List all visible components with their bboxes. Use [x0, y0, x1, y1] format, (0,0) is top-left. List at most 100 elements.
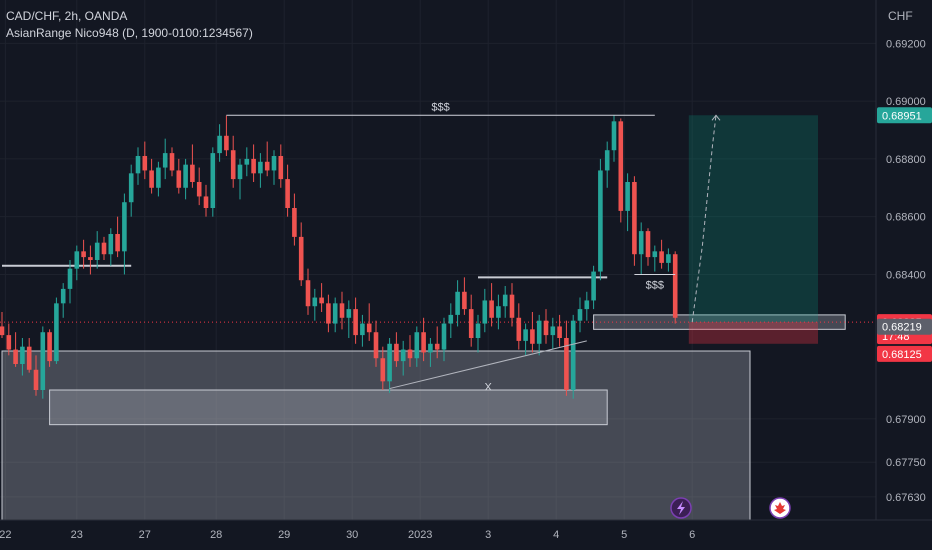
candle-body [489, 300, 494, 318]
candle-body [604, 150, 610, 171]
time-axis[interactable]: 22 23 27 28 29 30 2023 3 4 5 6 [0, 529, 695, 541]
candle-body [60, 288, 66, 304]
candle-body [128, 173, 134, 203]
candle-body [108, 234, 114, 255]
price-label-box [877, 318, 932, 335]
candle-body [251, 158, 256, 174]
time-tick-label: 3 [485, 529, 491, 541]
candle-body [366, 323, 372, 333]
candle-body [462, 291, 467, 310]
candle-body [319, 297, 324, 304]
candle-body [169, 153, 175, 171]
price-label-box [877, 107, 932, 124]
candle-body [666, 254, 671, 263]
candle-body [67, 268, 73, 289]
candle-body [54, 303, 59, 362]
candle-body [190, 164, 195, 182]
candle-body [652, 251, 658, 258]
candle-body [278, 156, 284, 180]
time-tick-label: 22 [0, 529, 12, 541]
price-tick-label: 0.67750 [886, 457, 926, 469]
liquidity-label-low: $$$ [646, 279, 664, 291]
candle-body [353, 309, 358, 336]
candle-body [360, 323, 365, 336]
candle-body [380, 358, 386, 382]
candle-body [496, 306, 501, 318]
price-tick-label: 0.67630 [886, 492, 926, 504]
canada-flag-icon[interactable] [769, 497, 791, 519]
candle-body [217, 135, 222, 154]
candle-body [176, 170, 182, 188]
candle-body [149, 170, 154, 188]
candle-body [428, 343, 433, 353]
chart-legend: CAD/CHF, 2h, OANDA AsianRange Nico948 (D… [6, 8, 253, 42]
price-tick-label: 0.69000 [886, 96, 926, 108]
candle-body [373, 332, 379, 359]
candle-body [509, 294, 515, 318]
candle-body [332, 303, 338, 324]
candle-body [414, 332, 420, 359]
candle-body [618, 121, 624, 211]
time-tick-label: 30 [346, 529, 358, 541]
candle-body [258, 161, 263, 174]
price-axis[interactable]: 0.69200 0.69000 0.68800 0.68600 0.68400 0.679… [886, 38, 926, 504]
candles [0, 115, 678, 399]
candle-body [543, 320, 549, 336]
candle-body [625, 182, 630, 211]
candle-body [230, 150, 236, 180]
candle-body [591, 271, 596, 301]
candle-body [502, 294, 508, 307]
candle-body [26, 346, 32, 370]
candle-body [285, 179, 290, 208]
time-tick-label: 23 [71, 529, 83, 541]
candle-body [584, 300, 590, 310]
candle-body [298, 236, 304, 281]
candle-body [305, 280, 311, 307]
candle-body [122, 202, 127, 252]
candle-body [142, 156, 148, 171]
indicator-title[interactable]: AsianRange Nico948 (D, 1900-0100:1234567… [6, 26, 253, 40]
candle-body [536, 320, 542, 344]
time-tick-label: 4 [553, 529, 559, 541]
candle-body [47, 332, 52, 362]
price-label-box [877, 345, 932, 362]
candle-body [434, 343, 440, 350]
candle-body [20, 346, 25, 364]
price-label-text: 0.68125 [882, 349, 922, 361]
price-label-text: 0.68219 [882, 322, 922, 334]
candle-body [183, 164, 188, 188]
candle-body [196, 182, 202, 197]
candle-body [346, 309, 352, 318]
candle-body [441, 323, 447, 350]
candle-body [570, 320, 576, 390]
candle-body [40, 332, 46, 390]
long-position-tool[interactable] [688, 115, 818, 344]
trendline-label: X [485, 382, 493, 394]
candle-body [101, 242, 107, 255]
trendline-x [389, 340, 587, 390]
candle-body [611, 121, 617, 151]
candle-body [468, 309, 474, 338]
supply-demand-zone [49, 389, 608, 426]
candle-body [448, 314, 454, 324]
candle-body [156, 167, 161, 188]
candle-body [210, 153, 216, 208]
candle-body [271, 156, 277, 171]
time-tick-label: 27 [139, 529, 151, 541]
candle-body [0, 326, 5, 336]
candle-body [632, 182, 637, 255]
symbol-title[interactable]: CAD/CHF, 2h, OANDA [6, 9, 128, 23]
candle-body [115, 234, 120, 252]
candle-body [530, 329, 535, 344]
price-tick-label: 0.68600 [886, 212, 926, 224]
lightning-icon[interactable] [670, 497, 692, 519]
candle-body [94, 242, 100, 260]
liquidity-label-top: $$$ [431, 101, 449, 113]
candle-body [74, 251, 80, 269]
annotations: $$$ $$$ X [226, 101, 721, 394]
candle-body [672, 254, 678, 318]
candle-body [244, 158, 250, 165]
